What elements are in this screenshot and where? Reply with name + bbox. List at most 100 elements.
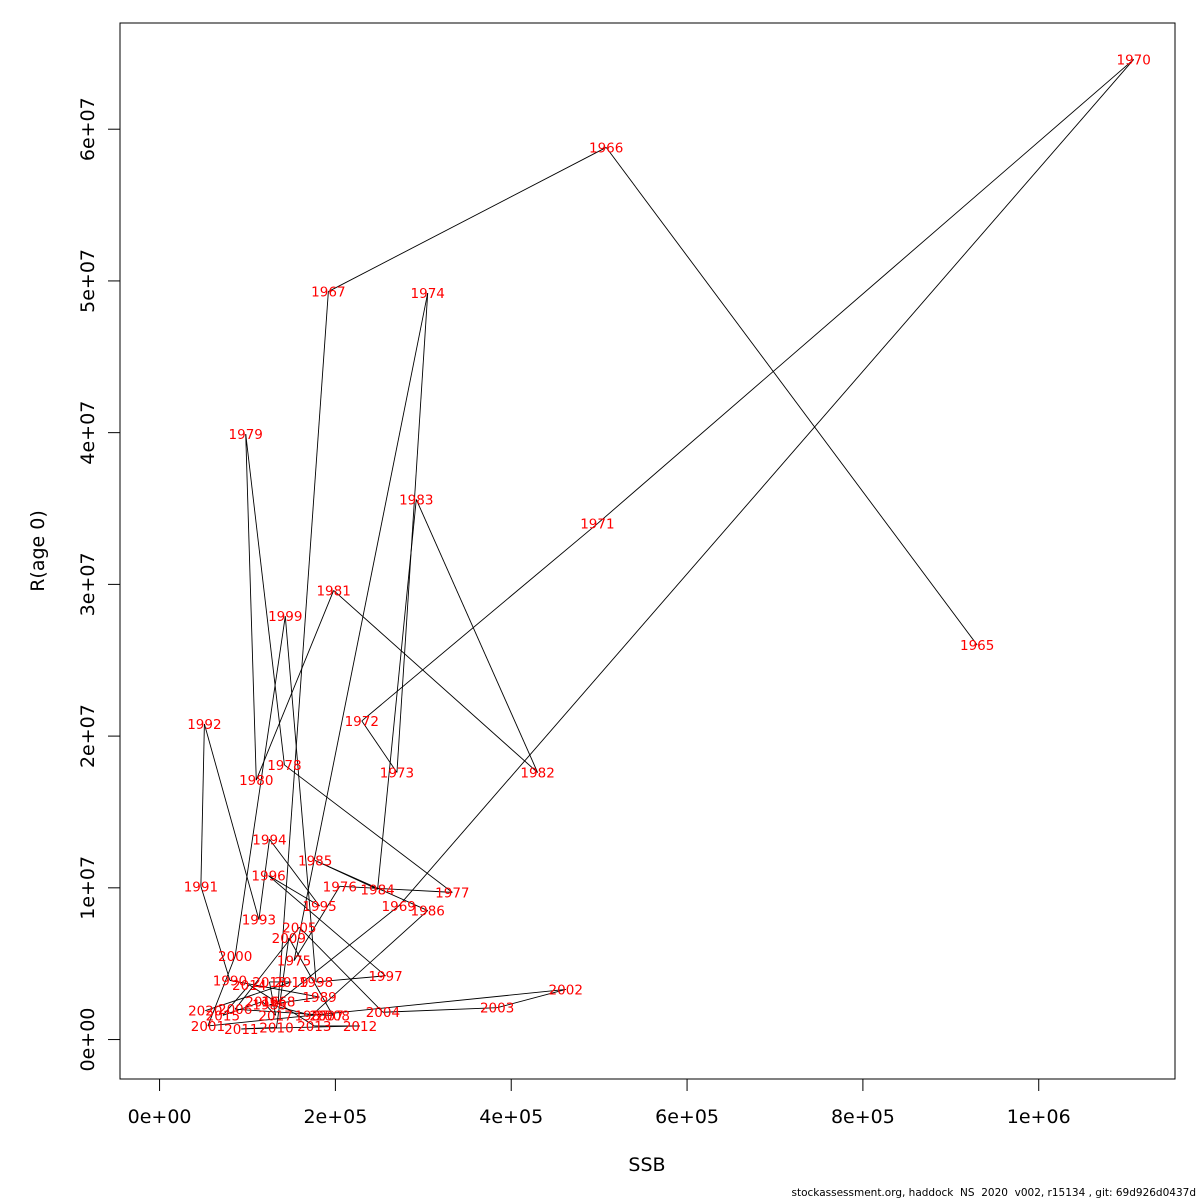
trajectory [200, 59, 1135, 1030]
trajectory-segment-1970-1971 [597, 59, 1134, 525]
trajectory-segment-1972-1973 [361, 720, 398, 773]
year-label-2015: 2015 [206, 1008, 240, 1024]
trajectory-segment-1967-1968 [277, 291, 329, 1002]
year-label-2006: 2006 [218, 1002, 252, 1018]
y-tick-label: 1e+07 [77, 856, 99, 920]
trajectory-segment-1980-1981 [255, 590, 335, 781]
trajectory-segment-1982-1983 [415, 499, 539, 773]
trajectory-segment-2002-2003 [497, 989, 566, 1009]
trajectory-segment-1986-1987 [311, 910, 429, 1016]
year-label-2018: 2018 [252, 975, 286, 991]
year-label-1969: 1969 [382, 899, 416, 915]
trajectory-segment-1975-1976 [293, 886, 341, 961]
year-label-1996: 1996 [251, 869, 285, 885]
trajectory-segment-1965-1966 [605, 147, 978, 646]
year-label-2009: 2009 [272, 931, 306, 947]
y-tick-label: 2e+07 [77, 704, 99, 768]
trajectory-segment-1989-1990 [229, 979, 320, 998]
trajectory-segment-2016-2017 [262, 1001, 276, 1016]
year-label-1977: 1977 [435, 885, 469, 901]
year-label-1966: 1966 [589, 140, 623, 156]
year-label-2001: 2001 [191, 1019, 225, 1035]
year-label-2014: 2014 [232, 978, 266, 994]
trajectory-segment-1977-1978 [284, 764, 453, 893]
trajectory-segment-1981-1982 [333, 590, 538, 773]
year-label-2005: 2005 [282, 920, 316, 936]
y-tick-label: 6e+07 [77, 97, 99, 161]
year-label-2017: 2017 [258, 1008, 292, 1024]
year-label-2002: 2002 [549, 982, 583, 998]
year-label-1980: 1980 [239, 773, 273, 789]
trajectory-segment-2008-2009 [288, 937, 334, 1016]
year-label-1983: 1983 [399, 492, 433, 508]
trajectory-segment-2011-2012 [241, 1025, 361, 1030]
x-tick-label: 1e+06 [1007, 1106, 1071, 1128]
year-label-2010: 2010 [259, 1020, 293, 1036]
year-label-1968: 1968 [261, 995, 295, 1011]
year-label-1978: 1978 [267, 758, 301, 774]
x-tick-label: 6e+05 [655, 1106, 719, 1128]
x-tick-label: 4e+05 [479, 1106, 543, 1128]
year-labels: 1965 1966 1967 1968 1969 1970 1971 1972 1973 1974… [184, 52, 1151, 1038]
year-label-2007: 2007 [309, 1008, 343, 1024]
trajectory-segment-1969-1970 [398, 59, 1135, 907]
year-label-2020: 2020 [188, 1004, 222, 1020]
trajectory-segment-1992-1993 [203, 723, 260, 920]
x-axis: 0e+00 2e+05 4e+05 6e+05 8e+05 1e+06 [128, 1078, 1071, 1128]
trajectory-segment-2001-2002 [207, 989, 566, 1027]
trajectory-segment-2013-2014 [248, 984, 315, 1027]
year-label-1984: 1984 [360, 882, 394, 898]
year-label-1990: 1990 [213, 973, 247, 989]
y-axis-title: R(age 0) [27, 510, 49, 592]
year-label-1982: 1982 [520, 766, 554, 782]
trajectory-segment-1976-1977 [339, 885, 453, 893]
year-label-1975: 1975 [277, 954, 311, 970]
y-tick-label: 3e+07 [77, 552, 99, 616]
year-label-1965: 1965 [960, 638, 994, 654]
year-label-2013: 2013 [297, 1019, 331, 1035]
trajectory-segment-2019-2020 [205, 981, 292, 1012]
year-label-1979: 1979 [229, 427, 263, 443]
trajectory-segment-2006-2007 [235, 1008, 327, 1016]
trajectory-segment-1968-1969 [277, 905, 399, 1002]
trajectory-segment-1998-1999 [284, 616, 317, 982]
year-label-1974: 1974 [411, 286, 445, 302]
trajectory-segment-1974-1975 [293, 292, 429, 961]
trajectory-segment-1973-1974 [396, 293, 429, 773]
year-label-1973: 1973 [380, 766, 414, 782]
plot-frame [119, 22, 1176, 1080]
year-label-1991: 1991 [184, 879, 218, 895]
trajectory-segment-1985-1986 [314, 860, 428, 911]
year-label-1995: 1995 [302, 899, 336, 915]
year-label-1972: 1972 [345, 714, 379, 730]
y-axis: 0e+00 1e+07 2e+07 3e+07 4e+07 5e+07 6e+07 [77, 97, 121, 1071]
y-tick-label: 5e+07 [77, 249, 99, 313]
year-label-2016: 2016 [245, 995, 279, 1011]
x-tick-label: 8e+05 [831, 1106, 895, 1128]
year-label-2003: 2003 [480, 1001, 514, 1017]
year-label-2000: 2000 [218, 949, 252, 965]
year-label-1989: 1989 [302, 990, 336, 1006]
year-label-1981: 1981 [316, 583, 350, 599]
trajectory-segment-1979-1980 [245, 434, 257, 781]
trajectory-segment-2003-2004 [382, 1007, 498, 1013]
trajectory-segment-2009-2010 [276, 937, 290, 1028]
trajectory-segment-2000-2001 [207, 955, 236, 1027]
year-label-1970: 1970 [1116, 52, 1150, 68]
footer-credit: stockassessment.org, haddock NS 2020 v00… [791, 1187, 1196, 1199]
year-label-2008: 2008 [316, 1008, 350, 1024]
trajectory-segment-1971-1972 [361, 523, 598, 722]
x-tick-label: 0e+00 [128, 1106, 192, 1128]
year-label-2004: 2004 [366, 1005, 400, 1021]
trajectory-segment-1993-1994 [258, 839, 270, 920]
year-label-1986: 1986 [411, 904, 445, 920]
year-label-1988: 1988 [252, 998, 286, 1014]
trajectory-segment-2017-2018 [269, 981, 277, 1016]
year-label-2012: 2012 [343, 1019, 377, 1035]
year-label-1971: 1971 [580, 517, 614, 533]
trajectory-segment-1997-1998 [316, 975, 386, 983]
x-tick-label: 2e+05 [303, 1106, 367, 1128]
year-label-1987: 1987 [294, 1008, 328, 1024]
trajectory-segment-1966-1967 [328, 147, 607, 292]
